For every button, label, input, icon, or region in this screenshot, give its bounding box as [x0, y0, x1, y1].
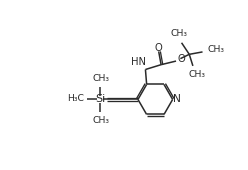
Text: O: O: [178, 54, 186, 64]
Text: Si: Si: [95, 95, 105, 104]
Text: CH₃: CH₃: [171, 29, 188, 38]
Text: N: N: [173, 95, 181, 104]
Text: HN: HN: [131, 57, 146, 67]
Text: H₃C: H₃C: [67, 95, 84, 104]
Text: CH₃: CH₃: [188, 70, 205, 79]
Text: CH₃: CH₃: [92, 74, 109, 83]
Text: CH₃: CH₃: [92, 116, 109, 125]
Text: O: O: [155, 42, 162, 53]
Text: CH₃: CH₃: [208, 45, 225, 54]
